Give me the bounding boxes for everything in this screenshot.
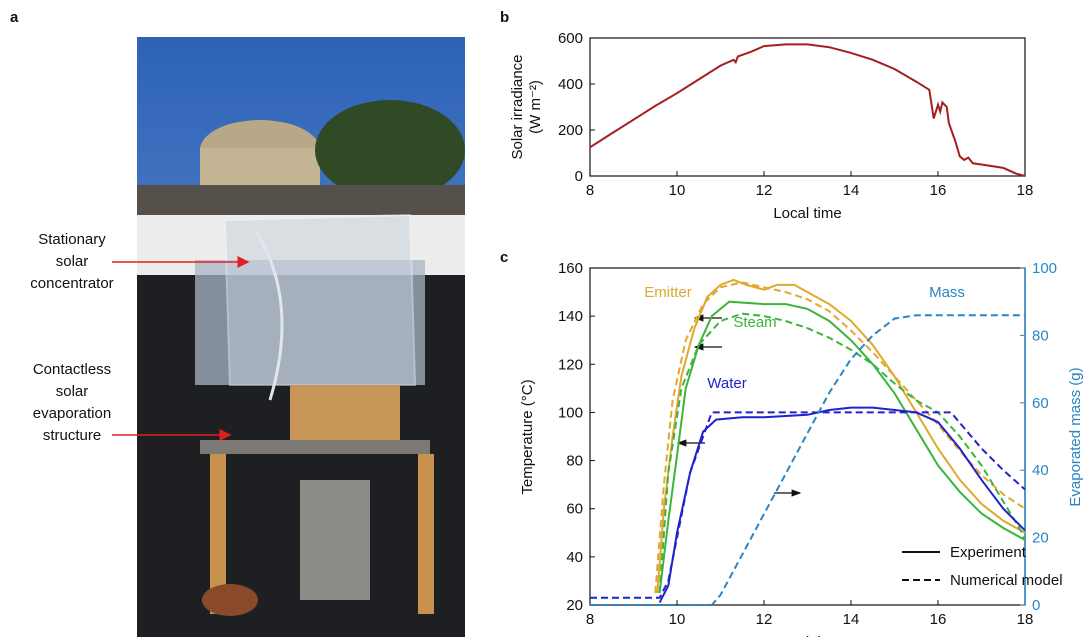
y-tick-label: 160: [558, 260, 583, 277]
y2-axis-label: Evaporated mass (g): [1067, 367, 1084, 506]
y-tick-label: 140: [558, 308, 583, 325]
series-label: Steam: [733, 314, 776, 331]
y2-tick-label: 100: [1032, 260, 1057, 277]
y2-tick-label: 0: [1032, 597, 1040, 614]
series-label: Mass: [929, 284, 965, 301]
x-tick-label: 14: [843, 182, 860, 199]
y-tick-label: 400: [558, 76, 583, 93]
y-axis-label: (W m⁻²): [527, 80, 544, 134]
y-axis-label: Temperature (°C): [519, 379, 536, 494]
line: [656, 278, 1026, 594]
legend-label: Numerical model: [950, 572, 1063, 589]
y-tick-label: 100: [558, 404, 583, 421]
x-tick-label: 8: [586, 611, 594, 628]
line: [658, 312, 1026, 594]
series-label: Emitter: [644, 284, 692, 301]
line: [589, 43, 1026, 177]
panel-label: a: [10, 9, 19, 26]
y2-tick-label: 60: [1032, 395, 1049, 412]
y-tick-label: 120: [558, 356, 583, 373]
x-tick-label: 18: [1017, 611, 1034, 628]
x-tick-label: 8: [586, 182, 594, 199]
dir-arrows: [676, 314, 802, 497]
x-tick-label: 14: [843, 611, 860, 628]
plot-frame: [589, 37, 1026, 177]
line: [654, 281, 1026, 594]
x-tick-label: 12: [756, 611, 773, 628]
legend-label: Experiment: [950, 544, 1027, 561]
annotation: structure: [43, 427, 101, 444]
y-axis-label: Solar irradiance: [509, 54, 526, 159]
y-tick-label: 60: [566, 501, 583, 518]
line: [590, 411, 1026, 599]
y-tick-label: 20: [566, 597, 583, 614]
annotation: Contactless: [33, 361, 111, 378]
x-tick-label: 12: [756, 182, 773, 199]
annotation: evaporation: [33, 405, 111, 422]
x-tick-label: 16: [930, 611, 947, 628]
y2-tick-label: 20: [1032, 530, 1049, 547]
annotation: concentrator: [30, 275, 113, 292]
line: [658, 300, 1026, 594]
y2-tick-label: 40: [1032, 462, 1049, 479]
panel-label: c: [500, 249, 508, 266]
y-tick-label: 40: [566, 549, 583, 566]
annotation: Stationary: [38, 231, 106, 248]
panel-label: b: [500, 9, 509, 26]
y2-tick-label: 80: [1032, 327, 1049, 344]
y-tick-label: 0: [575, 168, 583, 185]
x-axis-label: Local time: [773, 205, 841, 222]
y-tick-label: 80: [566, 453, 583, 470]
x-tick-label: 10: [669, 182, 686, 199]
x-tick-label: 18: [1017, 182, 1034, 199]
y-tick-label: 200: [558, 122, 583, 139]
line: [590, 314, 1025, 606]
series-label: Water: [707, 375, 746, 392]
photo: [137, 37, 465, 637]
y-tick-label: 600: [558, 30, 583, 47]
x-tick-label: 16: [930, 182, 947, 199]
x-tick-label: 10: [669, 611, 686, 628]
annotation: solar: [56, 253, 89, 270]
annotation: solar: [56, 383, 89, 400]
